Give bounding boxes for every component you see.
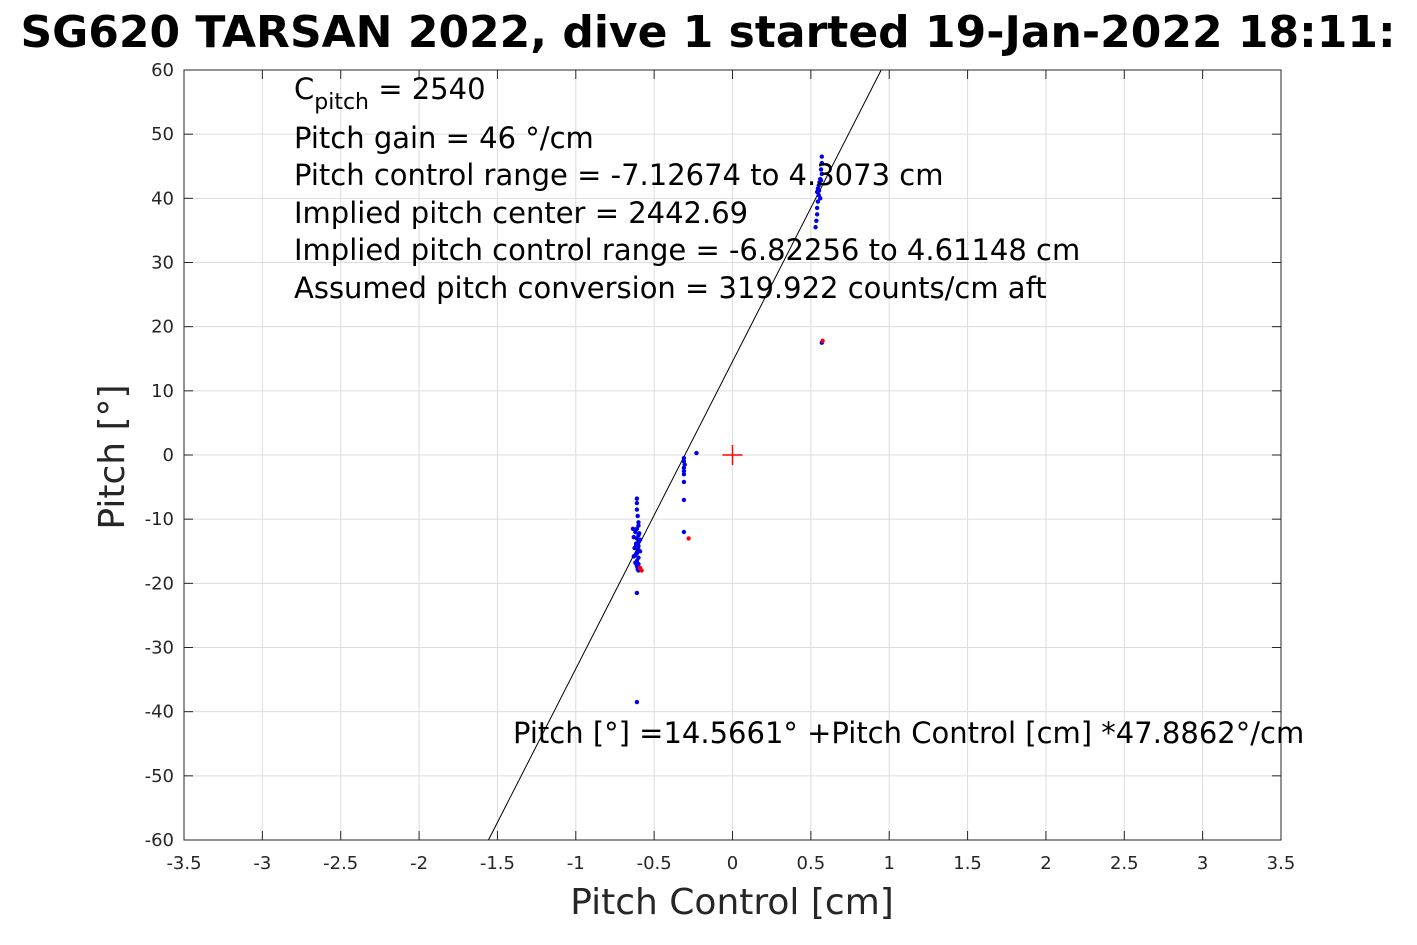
annotation-c-pitch: Cpitch = 2540 <box>294 72 486 115</box>
y-tick-label: 30 <box>151 253 174 274</box>
y-tick-label: 20 <box>151 317 174 338</box>
data-point-red <box>686 536 691 541</box>
chart-title: SG620 TARSAN 2022, dive 1 started 19-Jan… <box>20 7 1395 58</box>
data-point-blue <box>632 545 637 551</box>
annotation-implied-pitch-center: Implied pitch center = 2442.69 <box>294 196 748 230</box>
c-pitch-subscript: pitch <box>314 90 369 115</box>
data-point-blue <box>814 218 819 223</box>
data-point-blue <box>636 543 641 549</box>
y-tick-label: -20 <box>145 573 174 594</box>
x-tick-label: -2 <box>410 853 428 874</box>
x-tick-label: -3.5 <box>166 853 201 874</box>
y-tick-label: 40 <box>151 188 174 209</box>
fit-line <box>488 69 882 841</box>
x-tick-label: -1 <box>567 853 585 874</box>
y-tick-label: -10 <box>145 509 174 530</box>
data-point-blue <box>681 465 687 471</box>
data-point-blue <box>633 529 638 535</box>
y-tick-label: -60 <box>145 830 174 851</box>
annotation-pitch-control-range: Pitch control range = -7.12674 to 4.3073… <box>294 158 943 192</box>
data-point-blue <box>635 513 640 519</box>
data-point-blue <box>819 160 825 166</box>
y-tick-label: -50 <box>145 766 174 787</box>
center-marker-group <box>722 445 743 465</box>
data-point-blue <box>630 526 636 531</box>
y-axis-ticks: -60 -50 -40 -30 -20 -10 0 10 20 30 40 50 60 <box>145 60 1281 851</box>
data-point-blue <box>634 699 640 705</box>
annotation-pitch-conversion: Assumed pitch conversion = 319.922 count… <box>294 271 1047 305</box>
y-tick-label: -30 <box>145 638 174 659</box>
x-tick-label: 2 <box>1040 853 1051 874</box>
data-point-red <box>820 338 825 343</box>
x-tick-label: -2.5 <box>323 853 358 874</box>
annotation-pitch-gain: Pitch gain = 46 °/cm <box>294 121 594 155</box>
c-pitch-value: = 2540 <box>369 72 486 106</box>
data-point-red <box>639 568 644 573</box>
data-point-blue <box>636 520 641 525</box>
data-point-blue <box>681 456 687 461</box>
data-point-blue <box>816 188 822 193</box>
data-point-blue <box>814 205 820 211</box>
data-point-blue <box>813 225 818 230</box>
data-point-blue <box>634 590 640 596</box>
data-point-blue <box>681 479 687 485</box>
data-point-blue <box>819 171 825 177</box>
data-point-blue <box>634 500 640 506</box>
x-tick-label: -1.5 <box>480 853 515 874</box>
data-point-blue <box>818 167 824 172</box>
data-point-blue <box>634 507 640 512</box>
x-tick-label: 1.5 <box>953 853 982 874</box>
data-point-blue <box>681 472 687 477</box>
data-point-blue <box>818 178 824 183</box>
data-point-blue <box>681 468 687 474</box>
x-tick-label: 1 <box>883 853 894 874</box>
x-tick-label: 0.5 <box>797 853 826 874</box>
fit-line-group <box>488 69 882 841</box>
y-tick-label: 0 <box>163 445 174 466</box>
annotation-implied-control-range: Implied pitch control range = -6.82256 t… <box>294 233 1080 267</box>
data-point-blue <box>634 496 640 501</box>
y-tick-label: 10 <box>151 381 174 402</box>
y-tick-label: -40 <box>145 702 174 723</box>
data-point-blue <box>815 199 821 204</box>
y-axis-label: Pitch [°] <box>92 384 133 529</box>
data-point-blue <box>818 196 823 201</box>
annotation-block: Cpitch = 2540 Pitch gain = 46 °/cm Pitch… <box>294 72 1080 305</box>
x-axis-label: Pitch Control [cm] <box>570 882 894 923</box>
data-points <box>630 154 825 705</box>
x-axis-ticks: -3.5 -3 -2.5 -2 -1.5 -1 -0.5 0 0.5 1 1.5 2 2.5 3 3.5 <box>166 70 1295 874</box>
data-point-blue <box>814 212 820 217</box>
x-tick-label: 2.5 <box>1110 853 1139 874</box>
y-tick-label: 50 <box>151 124 174 145</box>
x-tick-label: -3 <box>253 853 271 874</box>
data-point-blue <box>631 554 636 559</box>
x-tick-label: -0.5 <box>637 853 672 874</box>
c-pitch-base: C <box>294 72 314 106</box>
fit-equation-label: Pitch [°] =14.5661° +Pitch Control [cm] … <box>513 716 1304 750</box>
y-tick-label: 60 <box>151 60 174 81</box>
x-tick-label: 3 <box>1197 853 1208 874</box>
data-point-blue <box>694 450 699 456</box>
data-point-blue <box>681 529 687 535</box>
x-tick-label: 0 <box>727 853 738 874</box>
data-point-blue <box>637 531 642 536</box>
data-point-blue <box>819 154 825 159</box>
x-tick-label: 3.5 <box>1267 853 1296 874</box>
grid <box>183 69 1282 841</box>
data-point-blue <box>681 497 687 503</box>
